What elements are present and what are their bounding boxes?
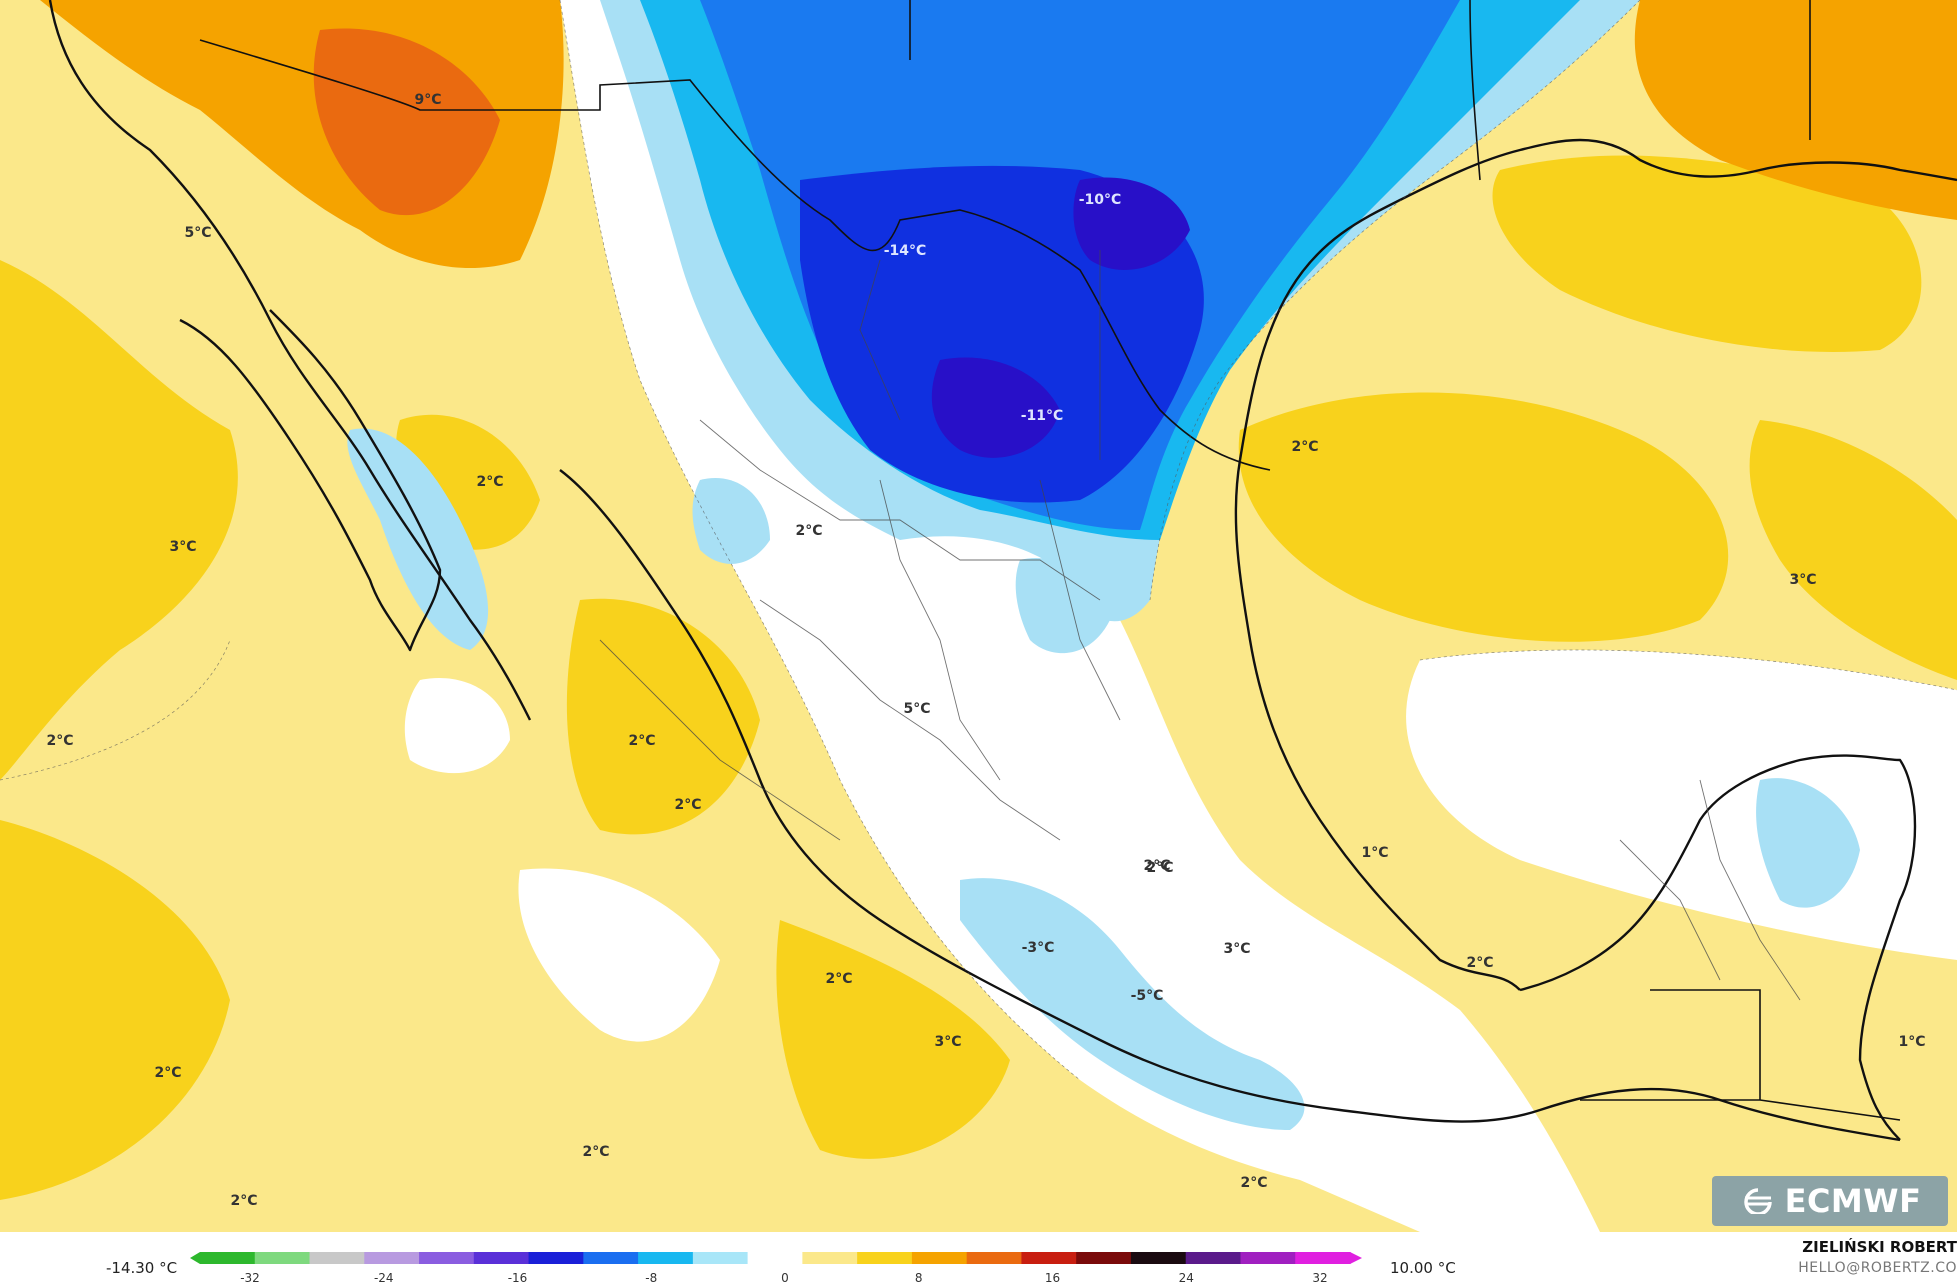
temperature-label: 2°C <box>1291 439 1319 455</box>
temperature-label: -5°C <box>1130 988 1164 1004</box>
color-scale-swatch <box>583 1252 639 1264</box>
color-scale: -32 -24 -16 -8 0 8 16 24 32 <box>190 1252 1362 1285</box>
temperature-label: 2°C <box>628 733 656 749</box>
color-scale-swatch <box>857 1252 913 1264</box>
temperature-label: 2°C <box>1240 1175 1268 1191</box>
author-email: HELLO@ROBERTZ.CO <box>1798 1260 1957 1276</box>
cold-plume <box>600 0 1640 622</box>
contour-lines <box>0 0 1957 1081</box>
temperature-label: -3°C <box>1021 940 1055 956</box>
color-scale-tick-label: 16 <box>1045 1271 1060 1285</box>
temperature-label: 9°C <box>414 92 442 108</box>
color-scale-swatch <box>473 1252 530 1264</box>
temperature-label: 3°C <box>1223 941 1251 957</box>
color-scale-swatch <box>638 1252 694 1264</box>
temperature-label: 2°C <box>1466 955 1494 971</box>
temperature-label: -11°C <box>1020 408 1064 424</box>
color-scale-swatch <box>1021 1252 1077 1264</box>
color-scale-swatch <box>200 1252 256 1264</box>
color-scale-swatch <box>1130 1252 1187 1264</box>
color-scale-swatch <box>802 1252 858 1264</box>
coastlines <box>48 0 1957 1142</box>
temperature-label: 2°C <box>1143 858 1171 874</box>
color-scale-swatch <box>419 1252 475 1264</box>
color-scale-swatch <box>966 1252 1023 1264</box>
legend-max-label: 10.00 °C <box>1390 1259 1456 1277</box>
temperature-label: 2°C <box>154 1065 182 1081</box>
temperature-label: 3°C <box>169 539 197 555</box>
color-scale-swatch <box>1076 1252 1132 1264</box>
temperature-label: 2°C <box>1146 860 1174 876</box>
color-scale-tick-label: -32 <box>240 1271 260 1285</box>
ecmwf-logo-icon <box>1743 1188 1772 1214</box>
warm-patches <box>0 155 1957 1200</box>
color-scale-swatch <box>1295 1252 1351 1264</box>
color-scale-max-arrow <box>1350 1252 1362 1264</box>
ecmwf-logo: ECMWF <box>1712 1176 1948 1226</box>
color-scale-tick-label: 0 <box>781 1271 789 1285</box>
color-scale-swatch <box>1240 1252 1296 1264</box>
ecmwf-logo-text: ECMWF <box>1784 1182 1922 1220</box>
color-scale-tick-label: -24 <box>374 1271 394 1285</box>
color-scale-swatch <box>692 1252 749 1264</box>
temperature-label: 5°C <box>903 701 931 717</box>
temperature-label: -10°C <box>1078 192 1122 208</box>
temperature-label: 2°C <box>230 1193 258 1209</box>
temperature-label: 2°C <box>582 1144 610 1160</box>
temperature-label: 2°C <box>825 971 853 987</box>
color-scale-min-arrow <box>190 1252 200 1264</box>
temperature-label: 1°C <box>1898 1034 1926 1050</box>
color-scale-swatch <box>364 1252 420 1264</box>
author-name: ZIELIŃSKI ROBERT <box>1802 1238 1957 1256</box>
temperature-label: 2°C <box>795 523 823 539</box>
color-scale-tick-label: 8 <box>915 1271 923 1285</box>
map-canvas <box>0 0 1957 1232</box>
color-scale-swatch <box>528 1252 584 1264</box>
color-scale-tick-label: -16 <box>508 1271 528 1285</box>
legend-min-label: -14.30 °C <box>106 1259 178 1277</box>
temperature-label: 1°C <box>1361 845 1389 861</box>
political-borders <box>199 0 1901 1121</box>
temperature-label: 3°C <box>1789 572 1817 588</box>
author-credit: ZIELIŃSKI ROBERT HELLO@ROBERTZ.CO <box>1798 1238 1957 1276</box>
color-scale-swatch <box>1185 1252 1242 1264</box>
temperature-label: 5°C <box>184 225 212 241</box>
color-scale-swatch <box>309 1252 365 1264</box>
temperature-anomaly-map: 9°C 5°C -14°C -10°C -11°C 2°C 3°C 2°C 2°C 3°C 2°C 5… <box>0 0 1957 1232</box>
color-scale-swatch <box>254 1252 311 1264</box>
state-borders <box>599 250 1801 1001</box>
temperature-label: 3°C <box>934 1034 962 1050</box>
temperature-label: 2°C <box>674 797 702 813</box>
color-scale-tick-label: 24 <box>1179 1271 1194 1285</box>
color-scale-swatch <box>747 1252 803 1264</box>
temperature-label: -14°C <box>883 243 927 259</box>
color-scale-tick-label: 32 <box>1312 1271 1327 1285</box>
temperature-label: 2°C <box>476 474 504 490</box>
color-scale-tick-label: -8 <box>645 1271 657 1285</box>
temperature-label: 2°C <box>46 733 74 749</box>
color-scale-swatch <box>911 1252 968 1264</box>
